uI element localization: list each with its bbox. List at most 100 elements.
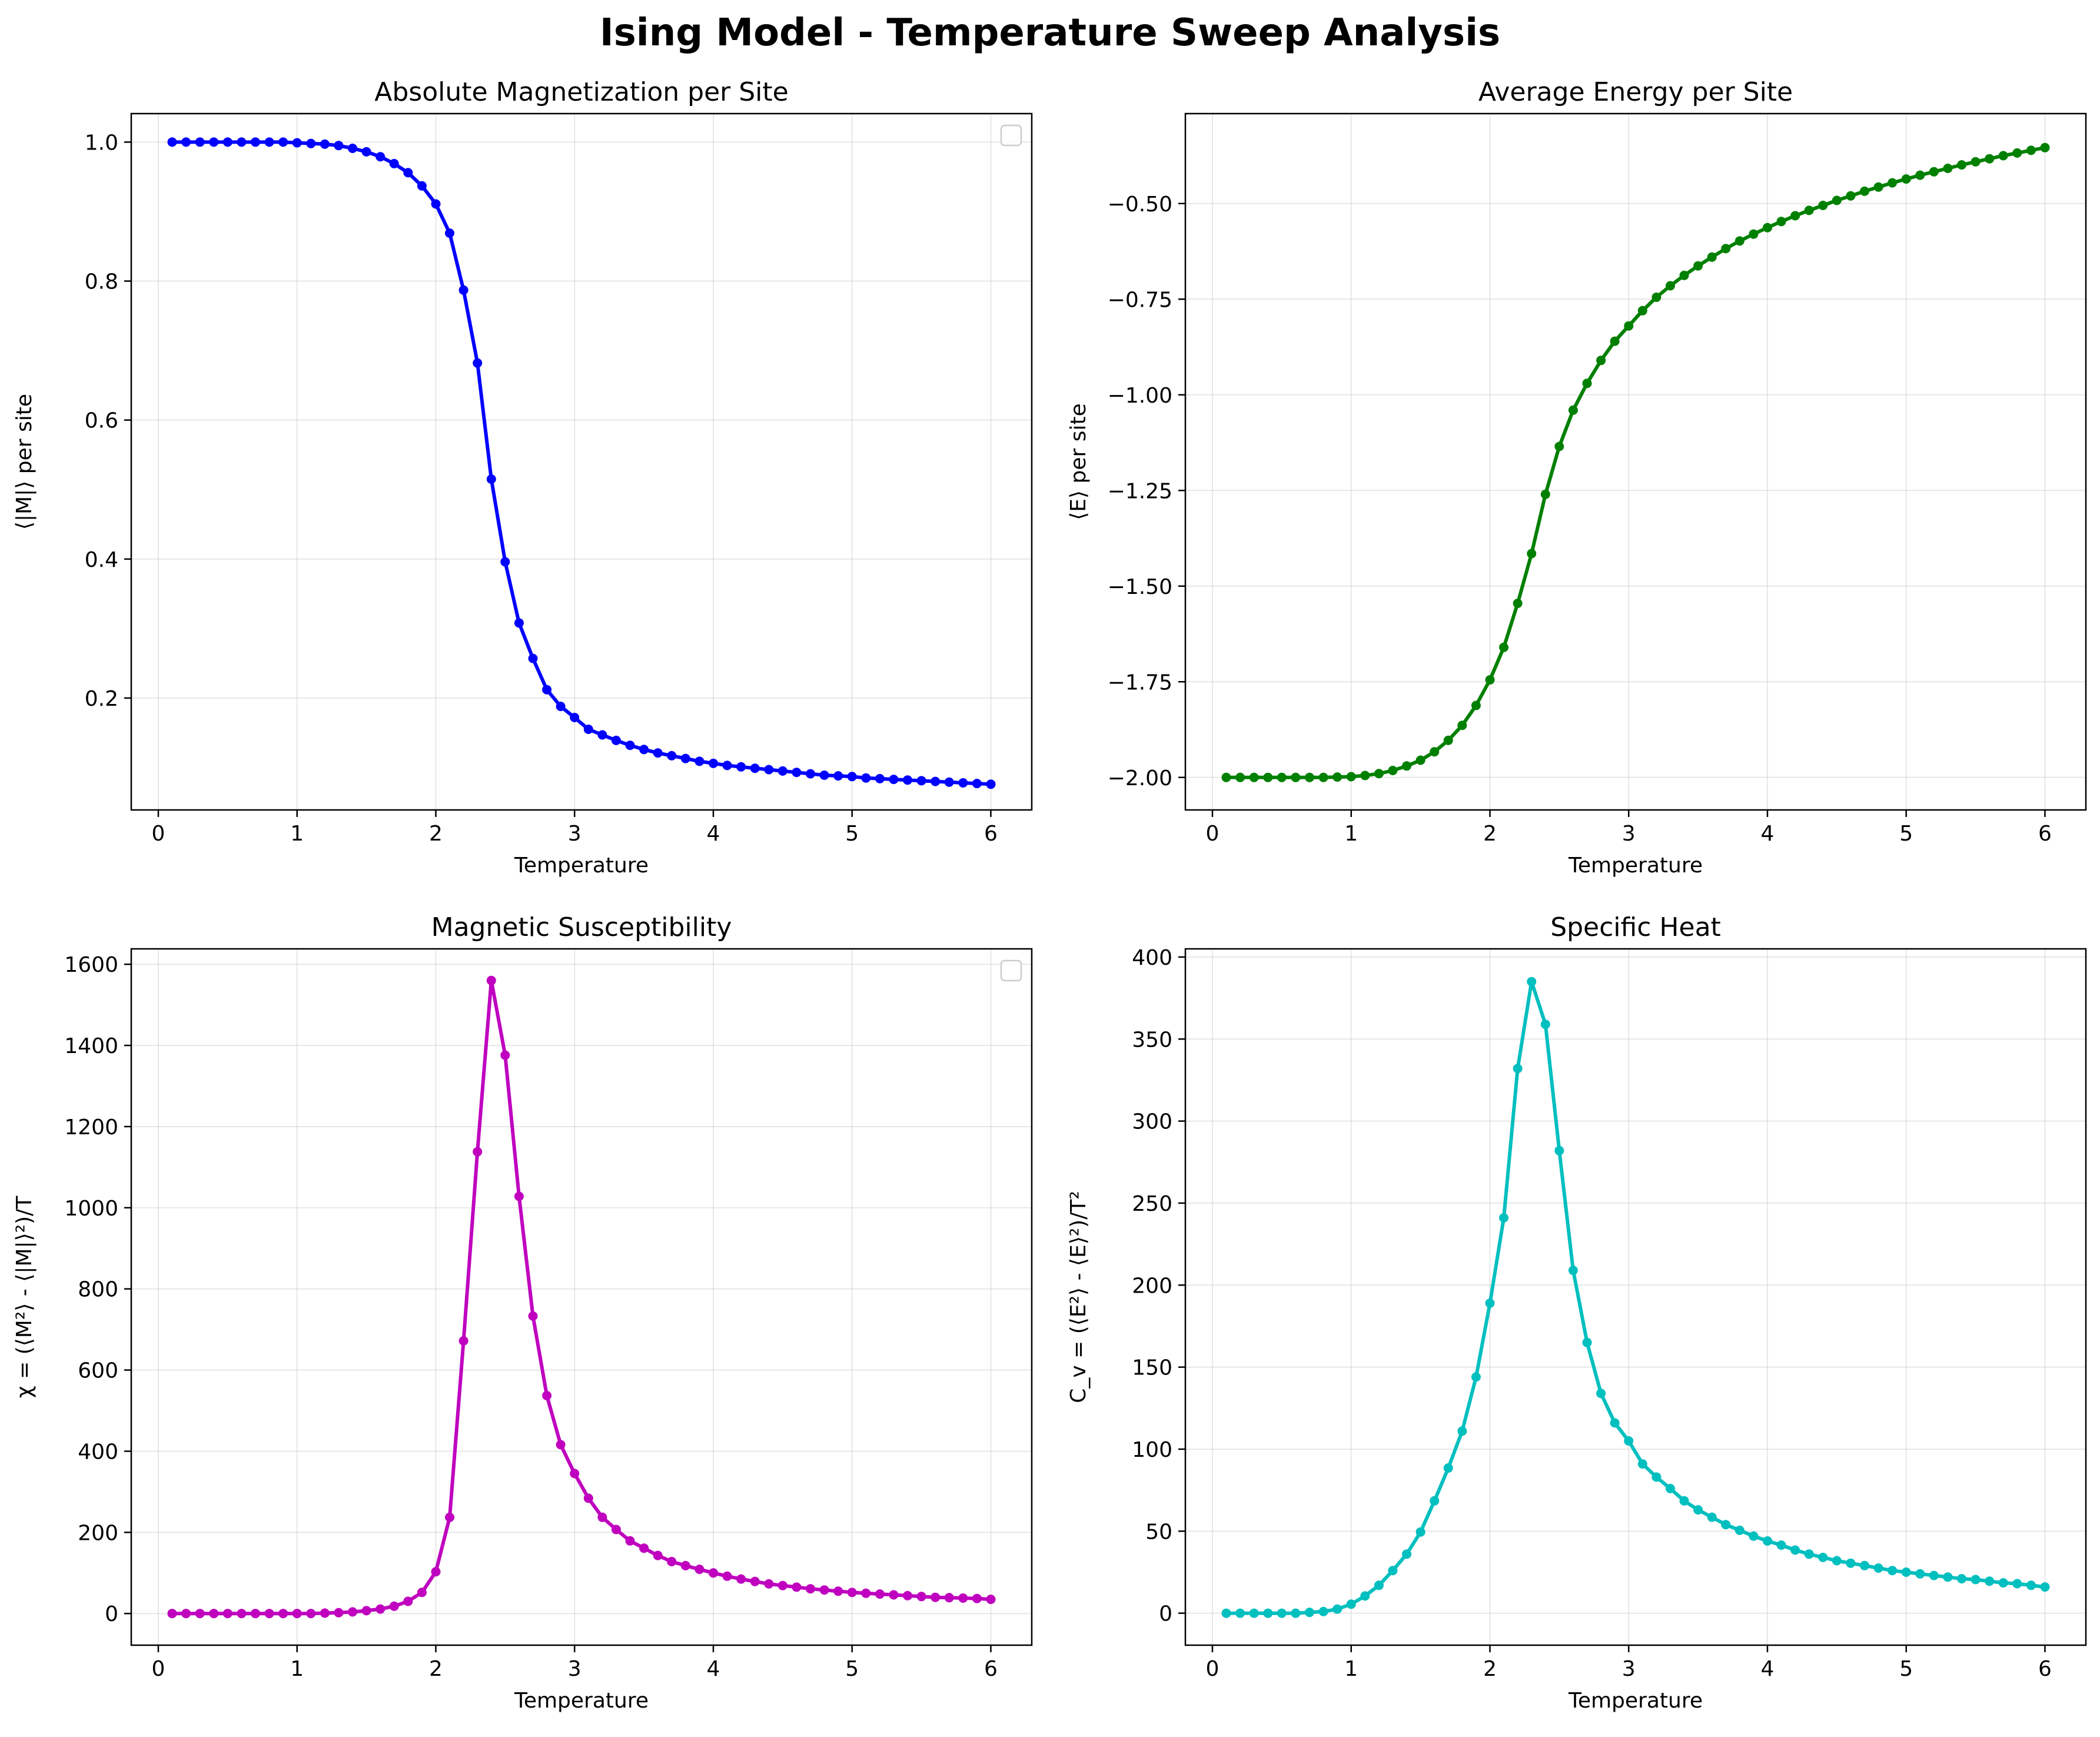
- magnetization-point: [264, 137, 274, 147]
- susceptibility-point: [639, 1543, 649, 1553]
- magnetization-point: [181, 137, 191, 147]
- energy-xtick-label: 0: [1206, 822, 1220, 846]
- susceptibility-point: [819, 1585, 829, 1595]
- specific-heat-point: [1652, 1472, 1662, 1482]
- susceptibility-ytick-label: 200: [78, 1521, 118, 1545]
- susceptibility-point: [320, 1608, 330, 1618]
- susceptibility-point: [736, 1574, 746, 1584]
- susceptibility-point: [861, 1588, 871, 1598]
- susceptibility-point: [875, 1589, 885, 1599]
- specific-heat-point: [2026, 1580, 2036, 1590]
- specific-heat-point: [1846, 1558, 1856, 1568]
- specific-heat-title: Specific Heat: [1550, 912, 1721, 942]
- specific-heat-point: [1610, 1418, 1620, 1428]
- specific-heat-point: [1457, 1426, 1467, 1436]
- susceptibility-point: [764, 1579, 774, 1589]
- energy-point: [1929, 167, 1939, 177]
- specific-heat-ylabel: C_v = (⟨E²⟩ - ⟨E⟩²)/T²: [1066, 1191, 1091, 1403]
- energy-xtick-label: 3: [1622, 822, 1636, 846]
- energy-point: [2012, 148, 2022, 158]
- magnetization-xtick-label: 1: [290, 822, 304, 846]
- energy-point: [1652, 293, 1662, 302]
- magnetization-point: [473, 358, 483, 368]
- magnetization-point: [514, 618, 524, 628]
- susceptibility-ytick-label: 400: [78, 1440, 118, 1464]
- magnetization-point: [958, 778, 968, 788]
- susceptibility-point: [306, 1609, 316, 1619]
- energy-point: [1637, 305, 1647, 315]
- susceptibility-point: [445, 1512, 454, 1522]
- susceptibility-point: [611, 1525, 621, 1535]
- energy-point: [1221, 772, 1231, 782]
- specific-heat-xtick-label: 4: [1761, 1657, 1775, 1681]
- specific-heat-panel: 0 1 2 3 4 5 6 0 50 100 150 200 250 300 350 400 Specific …: [1066, 912, 2087, 1713]
- susceptibility-ytick-label: 1400: [64, 1034, 118, 1058]
- magnetization-point: [972, 779, 982, 789]
- magnetization-xtick-label: 3: [568, 822, 582, 846]
- magnetization-point: [833, 771, 843, 781]
- magnetization-point: [695, 756, 705, 766]
- susceptibility-point: [209, 1609, 219, 1619]
- specific-heat-point: [1485, 1298, 1495, 1308]
- magnetization-point: [251, 137, 260, 147]
- magnetization-point: [709, 758, 718, 768]
- energy-point: [1388, 766, 1398, 775]
- specific-heat-ytick-label: 0: [1159, 1602, 1172, 1626]
- magnetization-point: [222, 137, 232, 147]
- energy-xtick-label: 2: [1483, 822, 1497, 846]
- magnetization-point: [570, 713, 580, 722]
- susceptibility-point: [806, 1584, 815, 1594]
- energy-xlabel: Temperature: [1568, 853, 1703, 878]
- energy-point: [1915, 170, 1925, 180]
- energy-point: [1291, 772, 1301, 782]
- specific-heat-point: [1915, 1569, 1925, 1579]
- energy-point: [1957, 160, 1966, 170]
- magnetization-point: [237, 137, 247, 147]
- specific-heat-point: [1929, 1570, 1939, 1580]
- susceptibility-xtick-label: 1: [290, 1657, 304, 1681]
- magnetization-point: [639, 745, 649, 755]
- specific-heat-point: [1763, 1536, 1772, 1546]
- energy-point: [1568, 405, 1578, 415]
- susceptibility-point: [542, 1391, 552, 1400]
- specific-heat-point: [2040, 1582, 2050, 1592]
- specific-heat-point: [1901, 1567, 1911, 1577]
- susceptibility-point: [695, 1565, 705, 1575]
- specific-heat-point: [1721, 1520, 1731, 1530]
- energy-point: [1873, 182, 1883, 192]
- magnetization-point: [348, 144, 357, 153]
- energy-xtick-label: 4: [1761, 822, 1775, 846]
- magnetization-xtick-label: 0: [152, 822, 165, 846]
- susceptibility-ytick-label: 0: [105, 1602, 118, 1626]
- energy-point: [1249, 772, 1259, 782]
- energy-point: [2040, 142, 2050, 152]
- magnetization-ytick-label: 0.4: [85, 548, 118, 572]
- specific-heat-point: [1513, 1064, 1523, 1074]
- specific-heat-point: [1971, 1575, 1981, 1585]
- energy-point: [1985, 154, 1995, 164]
- energy-ytick-label: −2.00: [1108, 766, 1172, 791]
- energy-point: [1888, 178, 1898, 188]
- magnetization-point: [195, 137, 205, 147]
- figure-title: Ising Model - Temperature Sweep Analysis: [600, 11, 1500, 55]
- magnetization-point: [736, 762, 746, 772]
- susceptibility-point: [264, 1609, 274, 1619]
- magnetization-point: [889, 775, 899, 785]
- magnetization-point: [167, 137, 177, 147]
- specific-heat-point: [1582, 1337, 1592, 1347]
- energy-ytick-label: −0.50: [1108, 192, 1172, 217]
- energy-point: [1860, 186, 1869, 196]
- energy-xtick-label: 1: [1344, 822, 1358, 846]
- specific-heat-point: [1527, 977, 1537, 987]
- magnetization-point: [792, 768, 802, 778]
- specific-heat-point: [1388, 1566, 1398, 1576]
- susceptibility-point: [653, 1550, 663, 1560]
- specific-heat-ytick-label: 100: [1132, 1438, 1172, 1462]
- specific-heat-point: [1888, 1566, 1898, 1576]
- magnetization-xlabel: Temperature: [514, 853, 649, 878]
- specific-heat-point: [1291, 1608, 1301, 1618]
- energy-point: [1901, 174, 1911, 184]
- susceptibility-point: [667, 1557, 677, 1566]
- specific-heat-point: [1707, 1512, 1717, 1522]
